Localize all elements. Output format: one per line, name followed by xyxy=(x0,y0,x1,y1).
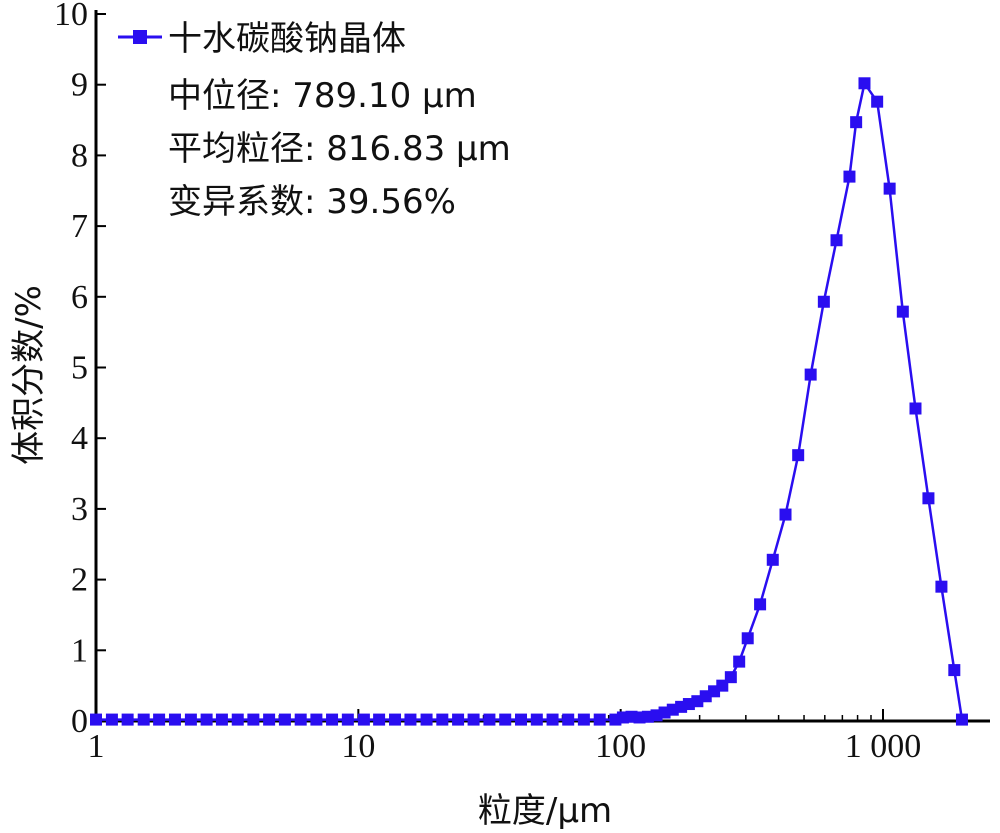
data-point xyxy=(404,713,417,726)
data-point xyxy=(326,713,339,726)
legend: 十水碳酸钠晶体 中位径: 789.10 μm 平均粒径: 816.83 μm 变… xyxy=(118,19,511,222)
data-point xyxy=(733,655,746,668)
data-point xyxy=(922,492,935,505)
y-tick-label: 10 xyxy=(54,0,88,33)
data-point xyxy=(515,713,528,726)
data-point xyxy=(137,713,150,726)
x-axis-title: 粒度/μm xyxy=(478,791,612,831)
data-point xyxy=(215,713,228,726)
data-point xyxy=(741,632,754,645)
data-point xyxy=(724,671,737,684)
legend-marker xyxy=(133,30,147,44)
data-point xyxy=(792,449,805,462)
y-tick-label: 3 xyxy=(71,491,88,528)
data-point xyxy=(341,713,354,726)
data-point xyxy=(263,713,276,726)
data-point xyxy=(436,713,449,726)
y-tick-label: 5 xyxy=(71,350,88,387)
data-point xyxy=(909,402,922,415)
data-point xyxy=(883,182,896,195)
y-tick-label: 8 xyxy=(71,137,88,174)
data-point xyxy=(310,713,323,726)
y-tick-label: 7 xyxy=(71,208,88,245)
ticks xyxy=(95,13,963,722)
data-point xyxy=(184,713,197,726)
data-point xyxy=(577,713,590,726)
data-point xyxy=(955,713,968,726)
y-tick-label: 2 xyxy=(71,562,88,599)
data-point xyxy=(562,713,575,726)
data-point xyxy=(247,713,260,726)
y-tick-label: 4 xyxy=(71,420,88,457)
data-point xyxy=(357,713,370,726)
y-tick-label: 0 xyxy=(71,703,88,740)
data-point xyxy=(830,234,843,247)
series-line xyxy=(96,80,964,721)
series xyxy=(90,77,968,726)
data-point xyxy=(420,713,433,726)
data-point xyxy=(168,713,181,726)
data-point xyxy=(593,713,606,726)
data-point xyxy=(294,713,307,726)
data-point xyxy=(389,713,402,726)
data-point xyxy=(817,295,830,308)
annotation-median: 中位径: 789.10 μm xyxy=(168,76,477,116)
data-point xyxy=(373,713,386,726)
y-axis-title: 体积分数/% xyxy=(9,285,49,465)
data-point xyxy=(467,713,480,726)
annotation-mean: 平均粒径: 816.83 μm xyxy=(168,129,511,169)
x-tick-label: 10 xyxy=(341,728,375,765)
y-tick-label: 6 xyxy=(71,279,88,316)
data-point xyxy=(871,95,884,108)
x-tick-label: 1 000 xyxy=(845,728,922,765)
data-point xyxy=(231,713,244,726)
data-point xyxy=(90,713,102,726)
x-tick-label: 1 xyxy=(88,728,105,765)
data-point xyxy=(935,580,948,593)
y-tick-label: 1 xyxy=(71,632,88,669)
data-point xyxy=(754,598,767,611)
data-point xyxy=(452,713,465,726)
data-point xyxy=(499,713,512,726)
data-point xyxy=(804,368,817,381)
data-point xyxy=(766,553,779,566)
data-point xyxy=(200,713,213,726)
data-point xyxy=(948,664,961,677)
annotation-cv: 变异系数: 39.56% xyxy=(168,182,456,222)
axes xyxy=(94,10,990,723)
data-point xyxy=(843,170,856,183)
y-tick-label: 9 xyxy=(71,67,88,104)
data-point xyxy=(278,713,291,726)
data-point xyxy=(858,77,871,90)
data-point xyxy=(850,116,863,129)
data-point xyxy=(546,713,559,726)
legend-label: 十水碳酸钠晶体 xyxy=(168,19,406,59)
data-point xyxy=(530,713,543,726)
x-tick-label: 100 xyxy=(595,728,646,765)
data-point xyxy=(105,713,118,726)
data-point xyxy=(483,713,496,726)
data-point xyxy=(779,508,792,521)
data-point xyxy=(896,305,909,318)
data-point xyxy=(121,713,134,726)
data-point xyxy=(153,713,166,726)
